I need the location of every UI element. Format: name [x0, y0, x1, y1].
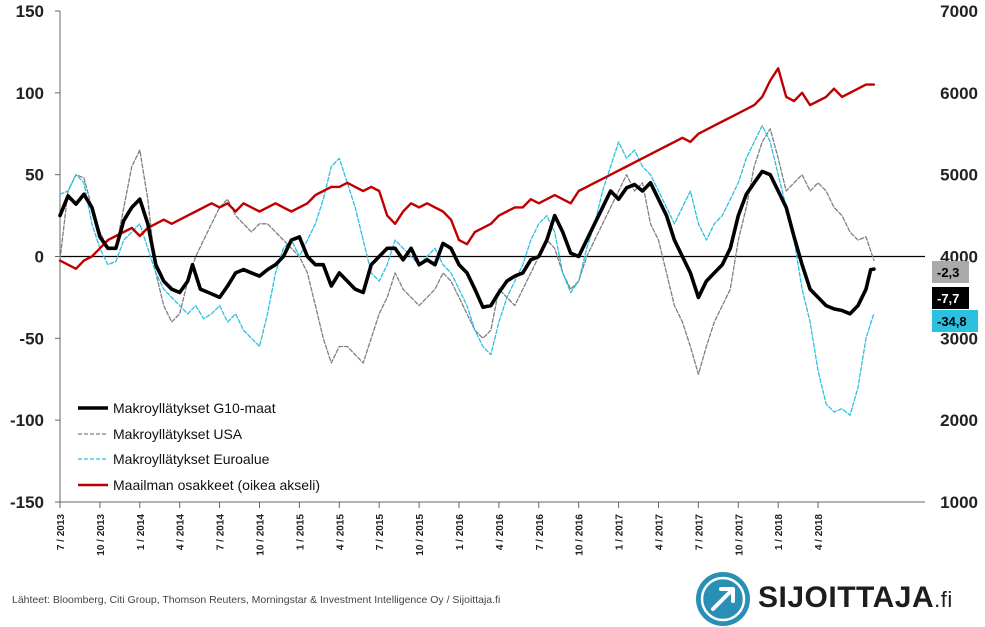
end-label-text: -2,3: [937, 265, 959, 280]
x-tick-label: 10 / 2013: [96, 514, 107, 556]
y-left-tick-label: 50: [25, 166, 44, 185]
x-tick-label: 7 / 2016: [535, 514, 546, 551]
y-right-tick-label: 3000: [940, 329, 978, 348]
x-tick-label: 7 / 2014: [216, 514, 227, 551]
x-tick-label: 4 / 2016: [495, 514, 506, 551]
series-line-1: [59, 128, 875, 375]
end-label-box: [932, 287, 969, 309]
end-label-box: [932, 261, 969, 283]
y-right-tick-label: 1000: [940, 493, 978, 512]
x-tick-label: 1 / 2018: [774, 514, 785, 551]
brand-name: SIJOITTAJA.fi: [758, 581, 953, 615]
x-tick-label: 7 / 2015: [375, 514, 386, 551]
series-line-0: [58, 169, 876, 316]
x-tick-label: 10 / 2014: [255, 514, 266, 556]
y-right-tick-label: 5000: [940, 166, 978, 185]
x-tick-label: 4 / 2018: [814, 514, 825, 551]
legend-label: Makroyllätykset G10-maat: [113, 400, 276, 416]
brand-name-text: SIJOITTAJA: [758, 581, 935, 614]
x-tick-label: 10 / 2017: [734, 514, 745, 556]
legend-label: Makroyllätykset Euroalue: [113, 451, 270, 467]
x-tick-label: 10 / 2015: [415, 514, 426, 556]
x-tick-label: 7 / 2013: [56, 514, 67, 551]
y-left-tick-label: -150: [10, 493, 44, 512]
x-tick-label: 4 / 2015: [335, 514, 346, 551]
legend-label: Maailman osakkeet (oikea akseli): [113, 477, 320, 493]
legend: Makroyllätykset G10-maat Makroyllätykset …: [78, 400, 320, 493]
series-line-2: [59, 124, 875, 416]
y-left-tick-label: 150: [16, 2, 44, 21]
y-right-tick-label: 7000: [940, 2, 978, 21]
series-group: [58, 67, 925, 416]
x-axis: 7 / 2013 10 / 2013 1 / 2014 4 / 2014 7 / 201…: [56, 502, 825, 556]
end-label-box: [932, 310, 978, 332]
end-value-labels: -2,3 -7,7 -34,8: [932, 261, 978, 332]
legend-label: Makroyllätykset USA: [113, 426, 243, 442]
x-tick-label: 4 / 2017: [654, 514, 665, 551]
series-line-3: [58, 67, 876, 270]
x-tick-label: 1 / 2017: [615, 514, 626, 551]
y-right-tick-label: 2000: [940, 411, 978, 430]
y-axis-left: 150 100 50 0 -50 -100 -150: [10, 2, 60, 512]
brand: SIJOITTAJA.fi: [695, 571, 980, 627]
source-note: Lähteet: Bloomberg, Citi Group, Thomson …: [12, 594, 501, 606]
x-tick-label: 10 / 2016: [575, 514, 586, 556]
arrow-up-right-circle-icon: [696, 572, 750, 626]
y-left-tick-label: 0: [35, 248, 44, 267]
end-label-text: -34,8: [937, 314, 967, 329]
y-left-tick-label: -50: [19, 329, 44, 348]
end-label-text: -7,7: [937, 291, 959, 306]
y-right-tick-label: 6000: [940, 84, 978, 103]
x-tick-label: 1 / 2016: [455, 514, 466, 551]
y-left-tick-label: 100: [16, 84, 44, 103]
brand-tld: .fi: [934, 587, 953, 612]
x-tick-label: 1 / 2014: [136, 514, 147, 551]
x-tick-label: 7 / 2017: [694, 514, 705, 551]
y-left-tick-label: -100: [10, 411, 44, 430]
x-tick-label: 4 / 2014: [176, 514, 187, 551]
x-tick-label: 1 / 2015: [295, 514, 306, 551]
